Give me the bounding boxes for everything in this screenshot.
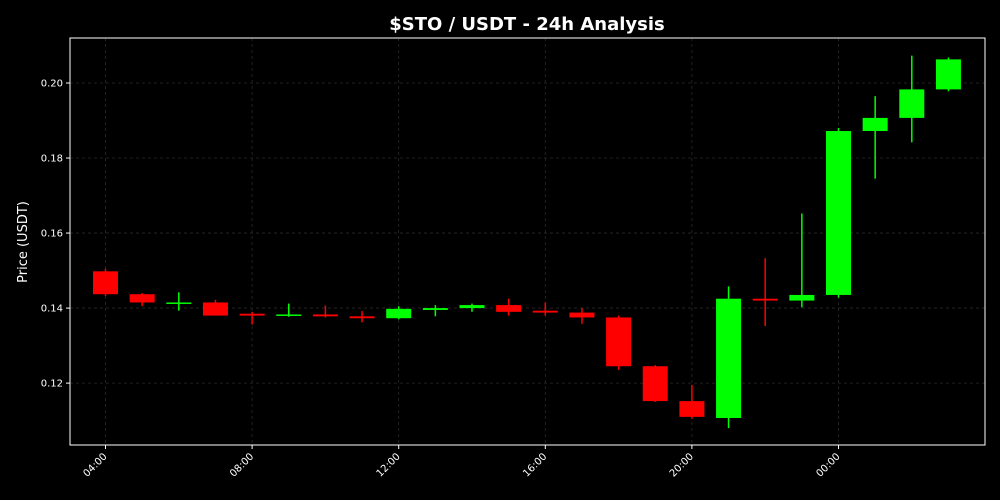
plot-frame [69,37,986,446]
candle-body [202,302,228,316]
y-tick-label: 0.14 [41,304,63,315]
y-tick-label: 0.20 [41,79,63,90]
candle-bearish [642,365,668,402]
candle-body [166,302,192,304]
candle-bullish [386,306,412,320]
candle-body [606,317,632,367]
x-axis: 04:00 08:00 12:00 16:00 20:00 00:00 [81,445,843,480]
candle-body [349,316,375,319]
candle-body [716,298,742,418]
candle-body [276,314,302,316]
candle-body [789,294,815,301]
candle-bearish [312,305,338,318]
candle-body [569,312,595,318]
candle-bearish [93,268,118,297]
candle-bearish [752,258,778,327]
y-tick-label: 0.18 [41,154,63,165]
candle-body [129,294,155,303]
y-axis-label: Price (USDT) [16,201,31,283]
y-tick-label: 0.12 [41,379,63,390]
candle-body [93,271,118,295]
x-tick-label: 08:00 [228,451,256,479]
candle-body [826,131,851,295]
candle-bullish [459,303,485,312]
x-tick-label: 04:00 [81,451,109,479]
candle-bearish [239,311,265,325]
candle-bearish [569,308,595,324]
candle-bullish [826,128,851,298]
candle-bullish [422,305,448,317]
candle-body [752,298,778,301]
candle-bearish [679,384,705,419]
y-axis: 0.12 0.14 0.16 0.18 0.20 [41,79,70,390]
x-tick-label: 12:00 [375,451,403,479]
candle-bearish [496,298,522,316]
candle-body [386,308,412,319]
candle-bearish [129,293,155,307]
candle-bullish [899,55,925,143]
candle-body [239,313,265,316]
candle-body [935,59,961,90]
candles [93,55,961,429]
candle-bearish [202,299,228,316]
x-tick-label: 00:00 [814,451,842,479]
candle-body [459,305,485,309]
candle-body [532,310,558,313]
x-tick-label: 16:00 [521,451,549,479]
candle-body [862,117,888,132]
candle-body [422,308,448,310]
candle-body [679,401,705,417]
candle-body [899,89,925,118]
candle-bearish [349,311,375,323]
x-tick-label: 20:00 [668,451,696,479]
candle-bullish [862,96,888,179]
candle-bullish [166,292,192,311]
candle-bearish [532,302,558,316]
candle-bearish [606,315,632,370]
y-tick-label: 0.16 [41,229,63,240]
candle-bullish [789,213,815,308]
candle-body [642,366,668,402]
candle-body [496,305,522,312]
candle-bullish [935,57,961,92]
candle-bullish [276,303,302,317]
chart-title: $STO / USDT - 24h Analysis [389,14,665,35]
candle-bullish [716,286,742,429]
candle-body [312,314,338,317]
